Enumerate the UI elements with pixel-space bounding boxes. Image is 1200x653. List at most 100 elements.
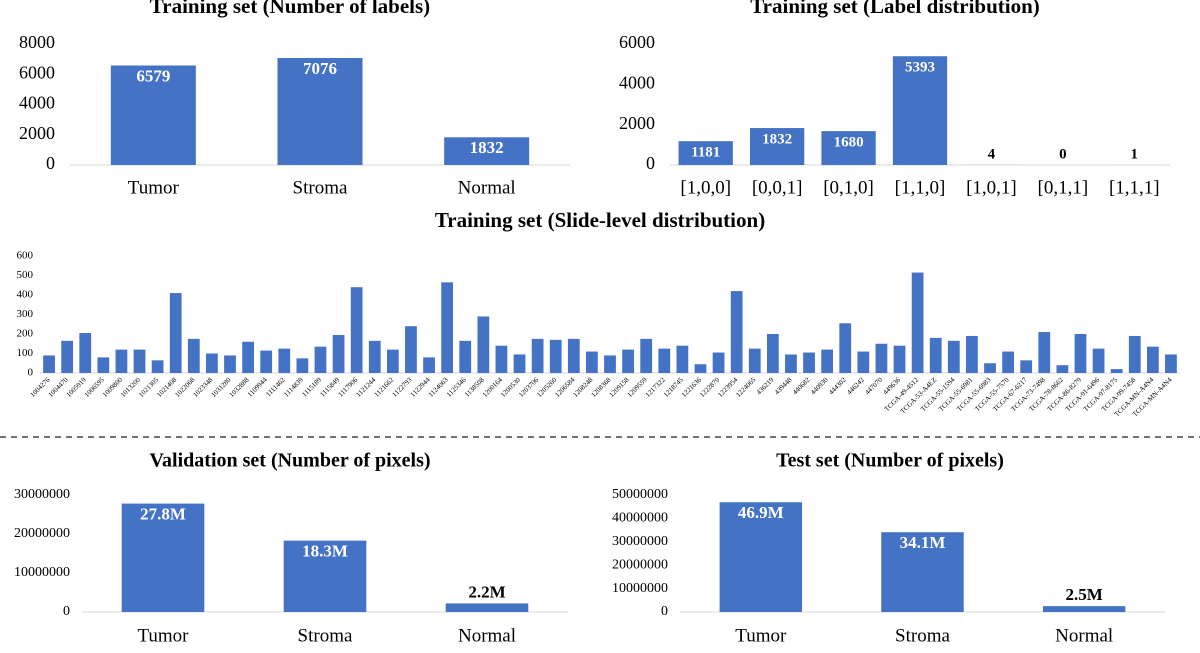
bar (893, 345, 906, 373)
bar (169, 293, 182, 373)
bar (678, 141, 733, 165)
bar (187, 338, 200, 373)
y-tick-label: 0 (661, 604, 668, 619)
bar (444, 137, 530, 165)
bar (658, 348, 671, 373)
y-tick-label: 2000 (19, 123, 55, 143)
bar (730, 291, 743, 373)
bar (459, 340, 472, 373)
y-tick-label: 8000 (19, 32, 55, 52)
bar (283, 540, 367, 612)
x-tick-label: Tumor (735, 625, 787, 646)
data-label: 6579 (136, 66, 170, 85)
bar (386, 349, 399, 373)
bar (875, 343, 888, 373)
bar (133, 349, 146, 373)
bar (1092, 348, 1105, 373)
data-label: 46.9M (738, 503, 784, 522)
bar (604, 355, 616, 373)
chart-title: Training set (Slide-level distribution) (435, 208, 765, 232)
chart-title: Test set (Number of pixels) (776, 450, 1004, 472)
y-tick-label: 20000000 (14, 526, 70, 541)
bar (1165, 354, 1177, 373)
chart-title: Training set (Label distribution) (750, 0, 1040, 18)
bar (1038, 332, 1051, 373)
bar (332, 334, 345, 373)
x-tick-label: 440682 (791, 376, 812, 397)
x-tick-label: [0,1,1] (1038, 177, 1089, 198)
data-label: 1832 (762, 131, 792, 147)
x-tick-label: 447070 (863, 376, 884, 397)
y-tick-label: 4000 (19, 93, 55, 113)
x-tick-label: 440930 (809, 376, 830, 397)
bar (748, 348, 761, 373)
x-tick-label: 444302 (827, 376, 848, 397)
bar (97, 357, 110, 373)
bar (676, 345, 689, 373)
bar (549, 339, 562, 373)
y-tick-label: 0 (646, 153, 655, 173)
bar (368, 340, 381, 373)
x-tick-label: Normal (458, 625, 516, 646)
bar (260, 350, 273, 373)
bar (857, 351, 870, 373)
y-tick-label: 10000000 (612, 581, 668, 596)
data-label: 1832 (470, 138, 504, 157)
data-label: 1 (1131, 146, 1139, 162)
bar (1020, 360, 1033, 373)
data-label: 34.1M (900, 533, 946, 552)
x-tick-label: Normal (1055, 625, 1113, 646)
bar (278, 348, 291, 373)
x-tick-label: 1224065 (734, 376, 757, 399)
bar (110, 65, 196, 165)
data-label: 18.3M (302, 542, 348, 561)
bar (445, 603, 529, 612)
x-tick-label: [0,1,0] (823, 177, 874, 198)
bar (1128, 335, 1141, 373)
data-label: 0 (1059, 146, 1067, 162)
bar (821, 349, 834, 373)
y-tick-label: 0 (63, 604, 70, 619)
bar (1002, 351, 1014, 373)
bar (719, 502, 803, 612)
y-tick-label: 600 (17, 250, 34, 262)
bar (821, 131, 876, 165)
bar (803, 352, 815, 373)
x-tick-label: [1,1,1] (1109, 177, 1160, 198)
y-tick-label: 500 (17, 269, 34, 281)
bar (839, 323, 852, 373)
y-tick-label: 0 (28, 367, 34, 379)
bar (929, 337, 942, 373)
data-label: 2.5M (1066, 585, 1103, 604)
bar (242, 341, 254, 373)
y-tick-label: 0 (46, 153, 55, 173)
x-tick-label: Tumor (128, 177, 180, 198)
bar (79, 333, 92, 373)
bar (277, 57, 363, 166)
bar (1074, 334, 1087, 373)
x-tick-label: Stroma (293, 177, 348, 198)
bar (1146, 346, 1159, 373)
y-tick-label: 6000 (619, 32, 655, 52)
bar (892, 56, 948, 165)
data-label: 4 (988, 146, 996, 162)
bar (1110, 369, 1123, 373)
bar (224, 355, 236, 373)
y-tick-label: 10000000 (14, 565, 70, 580)
bar (911, 272, 924, 373)
bar (785, 354, 797, 373)
bar (206, 353, 218, 373)
bar (314, 346, 327, 373)
bar (477, 316, 490, 373)
x-tick-label: [0,0,1] (752, 177, 803, 198)
y-tick-label: 200 (17, 328, 34, 340)
bar (694, 364, 707, 373)
y-tick-label: 30000000 (14, 487, 70, 502)
y-tick-label: 2000 (619, 113, 655, 133)
bar (495, 345, 508, 373)
bar (350, 287, 363, 373)
y-tick-label: 400 (17, 289, 34, 301)
bar (441, 282, 454, 373)
y-tick-label: 6000 (19, 62, 55, 82)
bar (151, 360, 164, 373)
